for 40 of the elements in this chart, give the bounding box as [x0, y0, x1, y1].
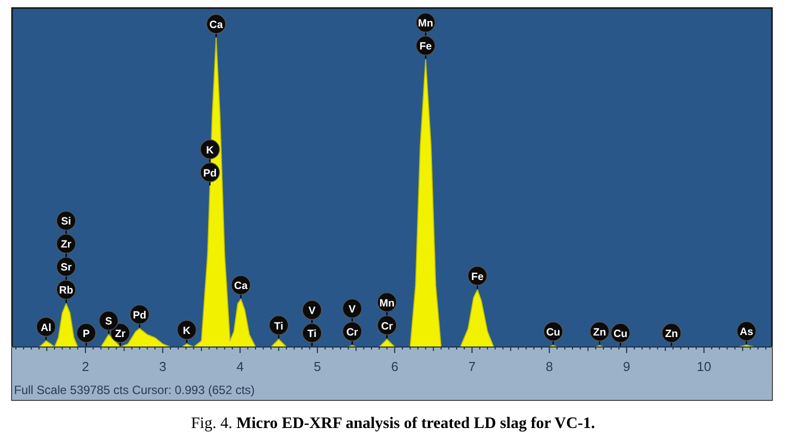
annotation: Rb [59, 284, 74, 297]
x-tick-label: 2 [82, 359, 90, 374]
x-tick-label: 7 [468, 359, 476, 374]
annotation: V [308, 305, 316, 317]
annotation: Pd [203, 167, 217, 180]
annotation: Ca [234, 280, 248, 292]
annotation: V [348, 303, 356, 316]
annotation: Cu [546, 326, 560, 338]
x-tick-label: 5 [314, 359, 322, 374]
x-tick-label: 9 [623, 359, 630, 374]
annotation: Zr [114, 328, 126, 340]
annotation: K [182, 324, 191, 337]
annotation: Zn [593, 326, 606, 338]
annotation: Ti [307, 328, 317, 340]
annotation: Mn [379, 297, 395, 310]
x-tick-label: 3 [159, 359, 166, 374]
x-tick-label: 6 [391, 359, 398, 374]
annotation: Zr [60, 238, 72, 251]
annotation: Al [40, 322, 52, 334]
annotation: Cr [381, 320, 393, 332]
x-tick-label: 4 [236, 359, 244, 374]
annotation: Sr [60, 262, 72, 274]
annotation: Cr [346, 326, 358, 338]
text: Fig. 4. Micro ED-XRF analysis of treated LD slag for VC-1. [191, 415, 595, 432]
annotation: Pd [132, 309, 146, 322]
annotation: Zn [665, 328, 678, 340]
annotation: P [82, 328, 90, 340]
annotation: Fe [471, 270, 484, 283]
annotation: Cu [613, 328, 628, 340]
annotation: Ti [274, 320, 284, 332]
annotation: K [206, 144, 214, 156]
annotation: As [740, 326, 754, 338]
annotation: Fe [420, 40, 432, 53]
x-tick-label: 10 [696, 359, 712, 374]
annotation: Si [61, 216, 72, 228]
annotation: Ca [209, 19, 223, 31]
x-tick-label: 8 [546, 359, 553, 374]
text: Full Scale 539785 cts Cursor: 0.993 (652 cts) [14, 383, 255, 397]
annotation: Mn [418, 18, 434, 30]
annotation: S [105, 316, 112, 328]
